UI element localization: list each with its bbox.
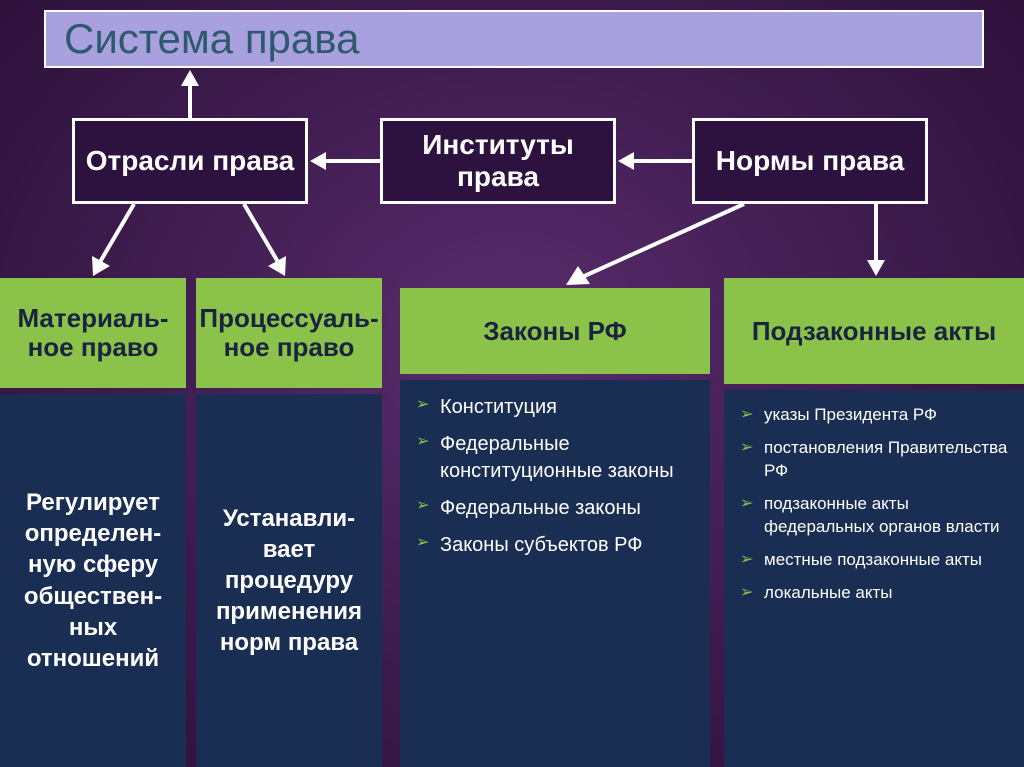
box-branches: Отрасли права [72,118,308,204]
box-sublaws-label: Подзаконные акты [752,317,996,346]
box-branches-label: Отрасли права [86,145,295,177]
list-item: Федеральные законы [416,495,700,522]
page-title: Система права [64,15,359,63]
box-material: Материаль-ное право [0,278,186,388]
box-institutes-label: Институты права [383,129,613,193]
list-item: Конституция [416,394,700,421]
box-institutes: Институты права [380,118,616,204]
box-laws-list: Конституция Федеральные конституционные … [400,380,710,767]
box-procedural-label: Процессуаль-ное право [199,304,378,361]
box-laws-label: Законы РФ [483,317,627,346]
title-bar: Система права [44,10,984,68]
material-desc-text: Регулирует определен-ную сферу обществен… [10,487,176,674]
box-norms-label: Нормы права [716,145,904,177]
sublaws-list: указы Президента РФ постановления Правит… [734,404,1014,605]
list-item: подзаконные акты федеральных органов вла… [740,493,1014,539]
box-procedural: Процессуаль-ное право [196,278,382,388]
list-item: указы Президента РФ [740,404,1014,427]
box-laws: Законы РФ [400,288,710,374]
box-norms: Нормы права [692,118,928,204]
list-item: постановления Правительства РФ [740,437,1014,483]
box-material-desc: Регулирует определен-ную сферу обществен… [0,394,186,767]
box-procedural-desc: Устанавли-вает процедуру применения норм… [196,394,382,767]
list-item: Законы субъектов РФ [416,532,700,559]
box-sublaws: Подзаконные акты [724,278,1024,384]
box-material-label: Материаль-ное право [6,304,180,361]
procedural-desc-text: Устанавли-вает процедуру применения норм… [206,503,372,659]
list-item: локальные акты [740,582,1014,605]
list-item: местные подзаконные акты [740,549,1014,572]
laws-list: Конституция Федеральные конституционные … [410,394,700,559]
list-item: Федеральные конституционные законы [416,431,700,485]
box-sublaws-list: указы Президента РФ постановления Правит… [724,390,1024,767]
